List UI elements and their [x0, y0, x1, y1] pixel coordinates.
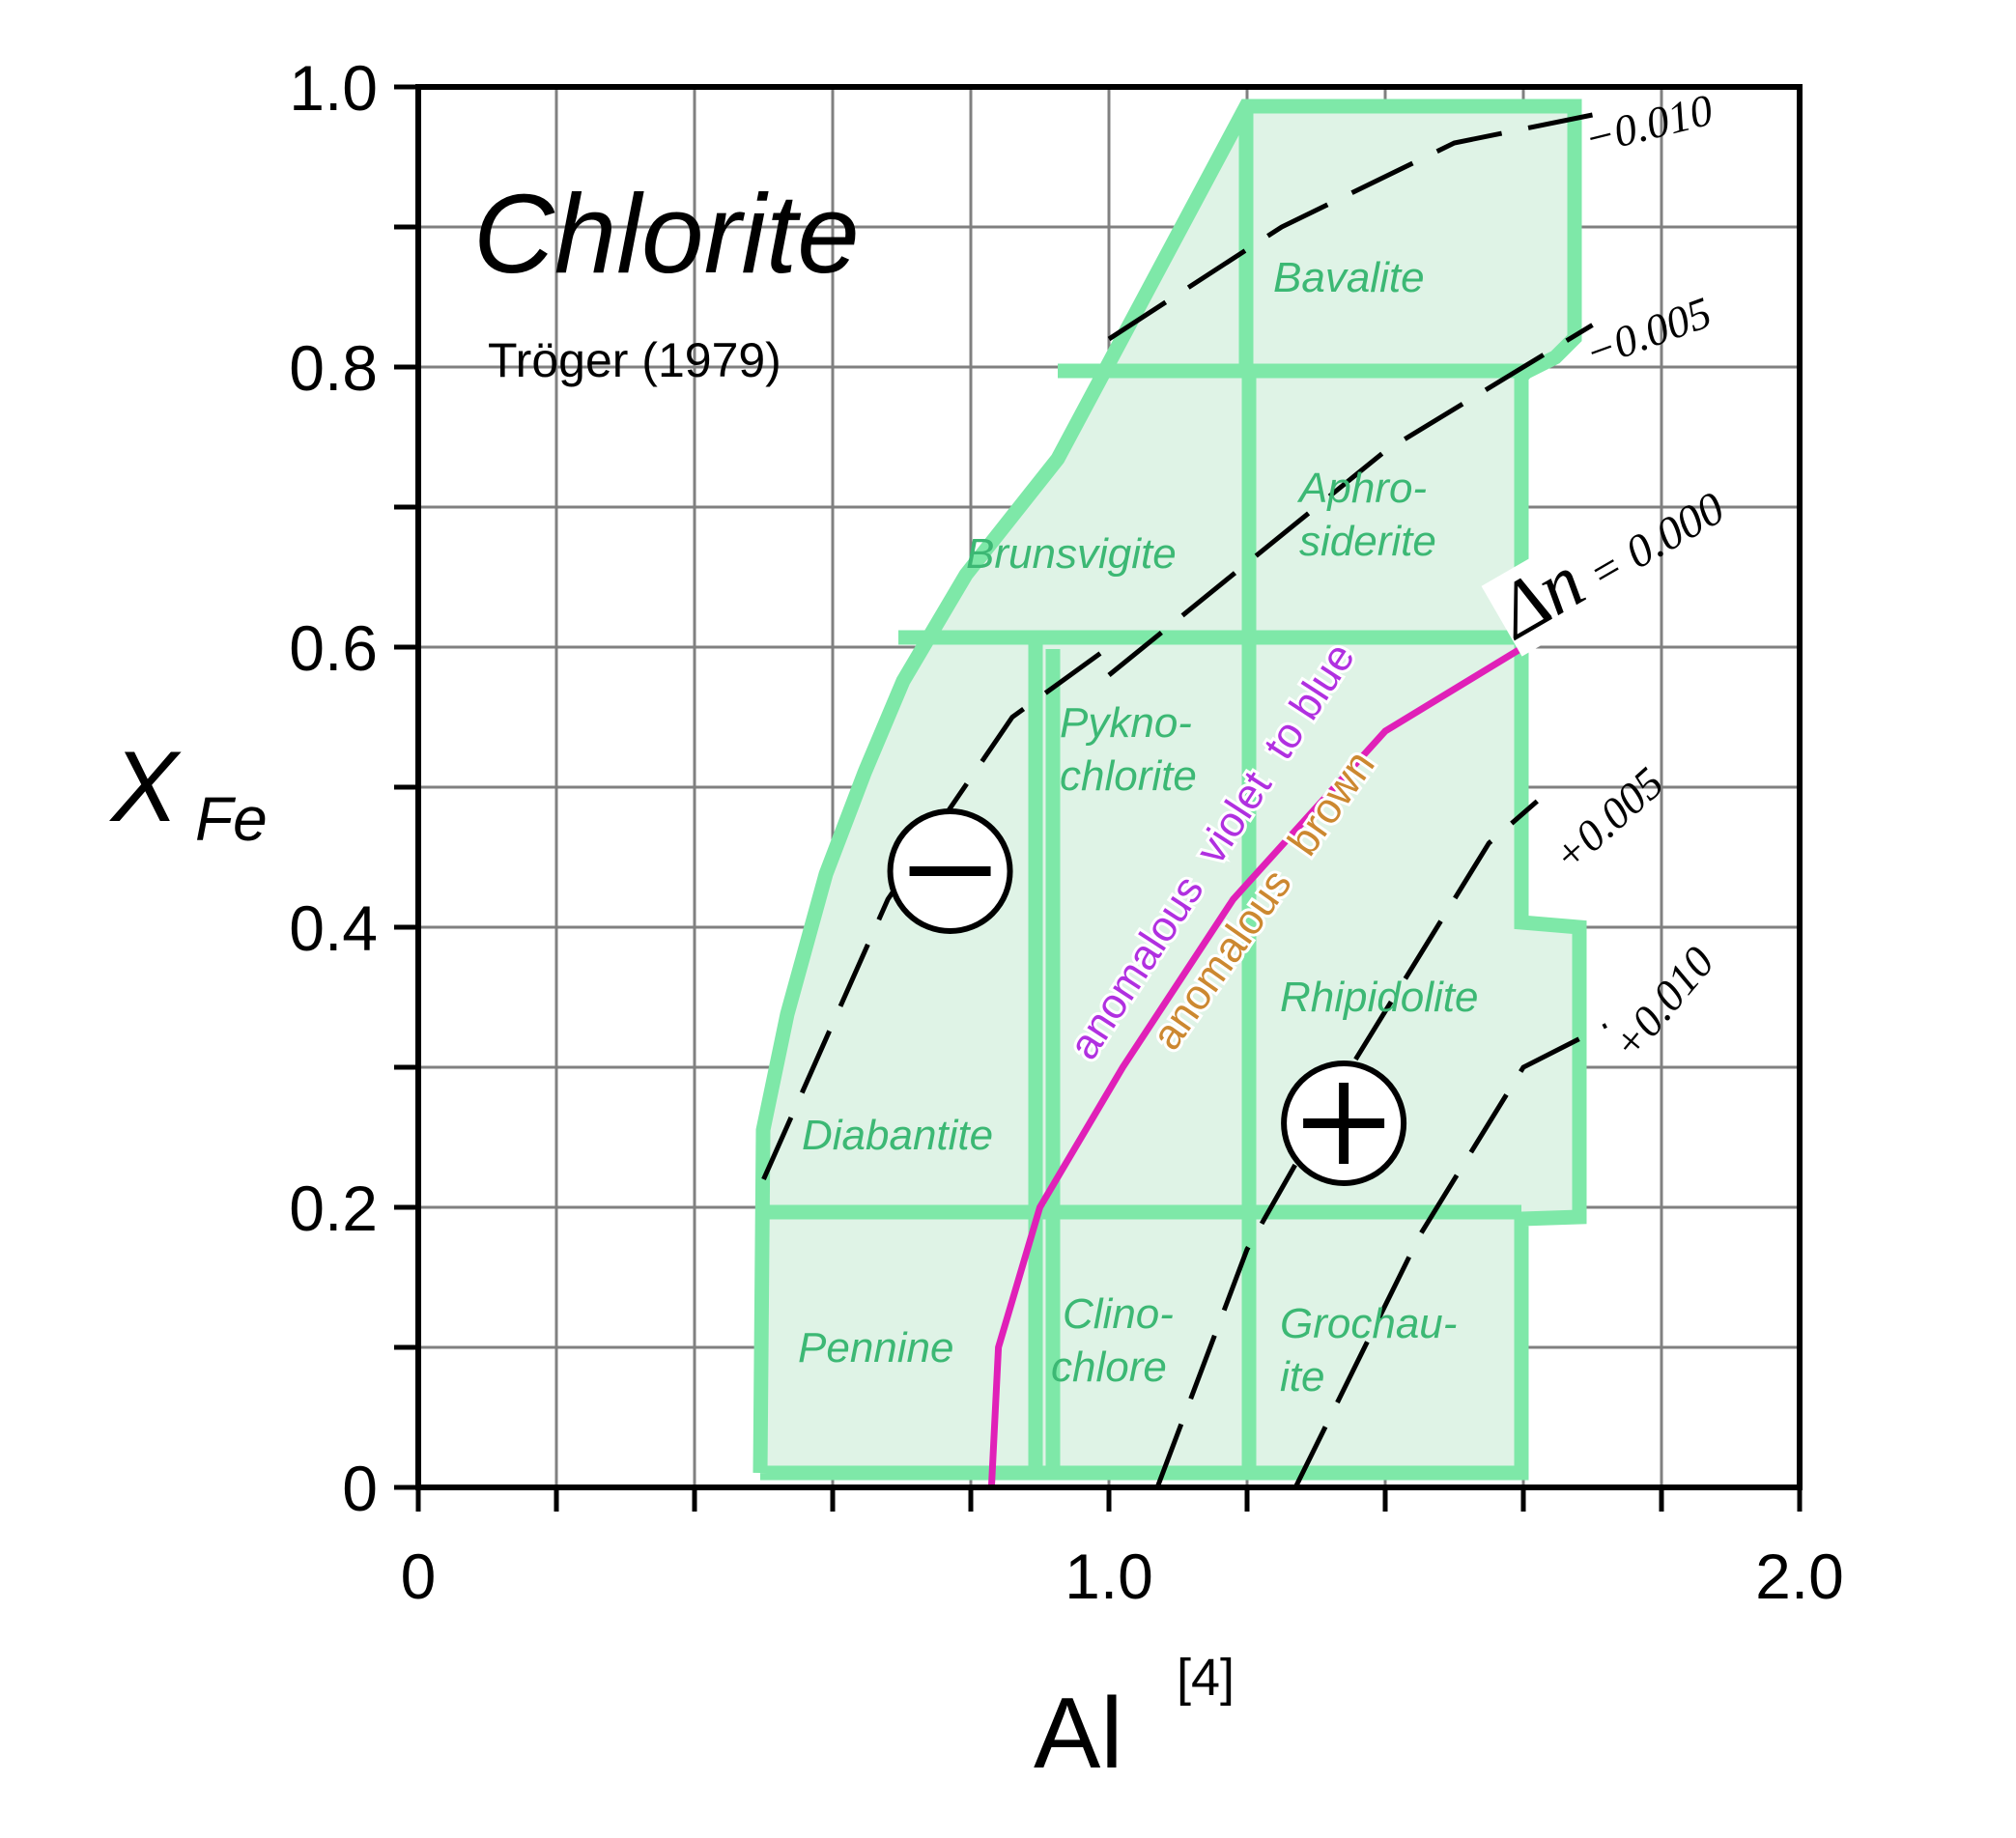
field-label-rhipidolite: Rhipidolite: [1280, 974, 1478, 1021]
y-tick-label: 0.2: [289, 1173, 378, 1244]
tick-marks: [394, 84, 1803, 1512]
field-label-grochauite-2: ite: [1280, 1353, 1324, 1400]
isoline-1: [1107, 323, 1594, 677]
field-label-pyknochlorite-1: Pykno-: [1060, 699, 1192, 747]
x-tick-label: 1.0: [1065, 1541, 1153, 1612]
isolines: [761, 112, 1607, 1489]
y-axis-label: X: [109, 731, 182, 843]
sign-markers: [887, 808, 1407, 1186]
field-label-clinochlore-2: chlore: [1051, 1343, 1167, 1391]
field-label-aphrosiderite-1: Aphro-: [1296, 465, 1427, 512]
field-label-pyknochlorite-2: chlorite: [1060, 752, 1197, 800]
isoline-0: [1107, 112, 1593, 342]
field-label-brunsvigite: Brunsvigite: [966, 530, 1177, 578]
field-label-aphrosiderite-2: siderite: [1299, 518, 1436, 565]
sign-marker-negative: [887, 808, 1013, 934]
isoline-label-zero-bg: [1481, 536, 1607, 657]
isoline-4: [1292, 1023, 1607, 1489]
y-tick-label: 0.4: [289, 892, 378, 964]
chart-title: Chlorite: [473, 171, 860, 297]
tick-labels: 0 1.0 2.0 0 0.2 0.4 0.6 0.8 1.0: [289, 52, 1844, 1612]
x-axis-label-superscript: [4]: [1177, 1649, 1235, 1707]
field-label-diabantite: Diabantite: [802, 1112, 993, 1159]
y-tick-label: 0.6: [289, 612, 378, 684]
x-axis-label: Al: [1034, 1678, 1122, 1790]
y-tick-label: 1.0: [289, 52, 378, 124]
y-tick-label: 0: [342, 1453, 378, 1524]
field-labels: Bavalite Brunsvigite Aphro- siderite Dia…: [798, 254, 1478, 1400]
y-tick-label: 0.8: [289, 332, 378, 404]
isoline-2: [987, 644, 1525, 1488]
field-label-pennine: Pennine: [798, 1324, 953, 1371]
x-tick-label: 0: [401, 1541, 437, 1612]
sign-marker-positive: [1281, 1060, 1407, 1186]
isoline-minus-0005-extension: [761, 644, 1111, 1181]
field-label-clinochlore-1: Clino-: [1063, 1290, 1174, 1338]
chart-subtitle: Tröger (1979): [488, 333, 781, 387]
field-label-grochauite-1: Grochau-: [1280, 1300, 1457, 1347]
y-axis-label-subscript: Fe: [195, 784, 268, 854]
field-border-outer: [752, 99, 1587, 1481]
field-label-bavalite: Bavalite: [1273, 254, 1425, 301]
x-tick-label: 2.0: [1755, 1541, 1844, 1612]
